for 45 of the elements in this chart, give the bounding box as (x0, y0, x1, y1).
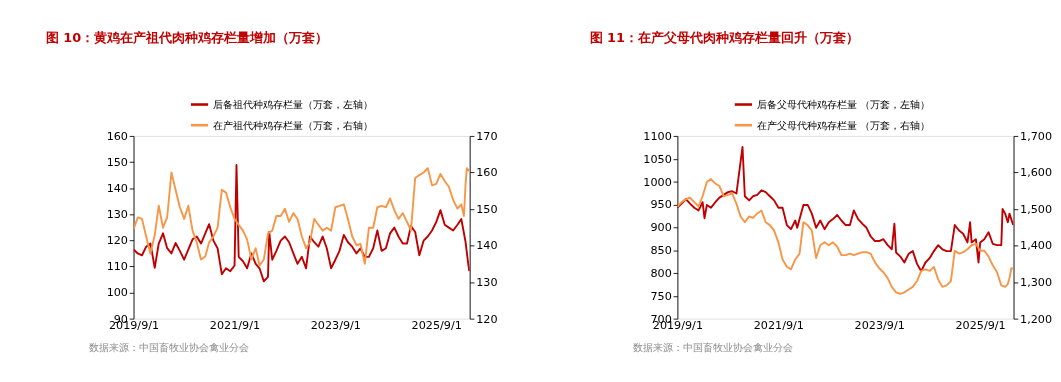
source-note: 数据来源：中国畜牧业协会禽业分会 (632, 340, 793, 353)
y-tick-label: 100 (106, 286, 128, 300)
y2-tick-label: 170 (476, 129, 498, 143)
y-tick-label: 950 (650, 198, 672, 212)
y2-tick-label: 1,500 (1020, 202, 1053, 216)
y-tick-label: 750 (650, 289, 672, 303)
y-tick-label: 1000 (643, 175, 672, 189)
legend-label: 后备祖代种鸡存栏量（万套，左轴） (212, 97, 373, 110)
y-tick-label: 150 (106, 155, 128, 169)
x-tick-label: 2023/9/1 (310, 319, 361, 333)
y2-tick-label: 1,400 (1020, 239, 1053, 253)
legend-label: 在产祖代种鸡存栏量（万套，右轴） (212, 118, 373, 131)
legend-label: 后备父母代种鸡存栏量 （万套，左轴） (756, 97, 931, 110)
y-tick-label: 140 (106, 182, 128, 196)
y-tick-label: 1050 (643, 152, 672, 166)
y-tick-label: 120 (106, 234, 128, 248)
source-note: 数据来源：中国畜牧业协会禽业分会 (88, 340, 249, 353)
x-tick-label: 2025/9/1 (411, 319, 462, 333)
y-tick-label: 110 (106, 260, 128, 274)
line-series (133, 167, 470, 267)
y-tick-label: 1100 (643, 129, 672, 143)
x-tick-label: 2021/9/1 (753, 319, 804, 333)
y2-tick-label: 1,600 (1020, 166, 1053, 180)
y-tick-label: 800 (650, 266, 672, 280)
y2-tick-label: 1,200 (1020, 312, 1053, 326)
x-tick-label: 2021/9/1 (209, 319, 261, 333)
legend-label: 在产父母代种鸡存栏量 （万套，右轴） (756, 118, 931, 131)
x-tick-label: 2025/9/1 (955, 319, 1006, 333)
y2-tick-label: 140 (476, 239, 498, 253)
x-tick-label: 2023/9/1 (854, 319, 905, 333)
line-series (677, 178, 1014, 295)
y2-tick-label: 150 (476, 202, 498, 216)
y2-tick-label: 130 (476, 276, 498, 290)
line-series (133, 164, 470, 283)
chart-title: 图 11：在产父母代肉种鸡存栏量回升（万套） (589, 30, 860, 46)
y-tick-label: 850 (650, 244, 672, 258)
y2-tick-label: 160 (476, 166, 498, 180)
line-series (677, 145, 1014, 273)
y-tick-label: 130 (106, 208, 128, 222)
y2-tick-label: 1,700 (1020, 129, 1053, 143)
y2-tick-label: 120 (476, 312, 498, 326)
y-tick-label: 160 (106, 129, 128, 143)
chart-title: 图 10：黄鸡在产祖代肉种鸡存栏量增加（万套） (45, 30, 329, 46)
y-tick-label: 900 (650, 221, 672, 235)
y2-tick-label: 1,300 (1020, 276, 1053, 290)
